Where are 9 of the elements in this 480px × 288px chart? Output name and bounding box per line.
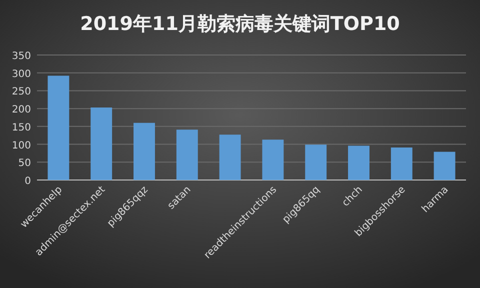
y-tick-label: 200 [12, 104, 31, 116]
y-tick-label: 150 [12, 122, 31, 134]
y-tick-label: 100 [12, 140, 31, 152]
y-tick-label: 250 [12, 86, 31, 98]
y-tick-label: 300 [12, 68, 31, 80]
y-tick-label: 50 [18, 158, 31, 170]
y-tick-label: 350 [12, 51, 31, 62]
y-tick-label: 0 [24, 176, 31, 187]
title: 2019年11月勒索病毒关键词TOP10 [80, 13, 400, 35]
